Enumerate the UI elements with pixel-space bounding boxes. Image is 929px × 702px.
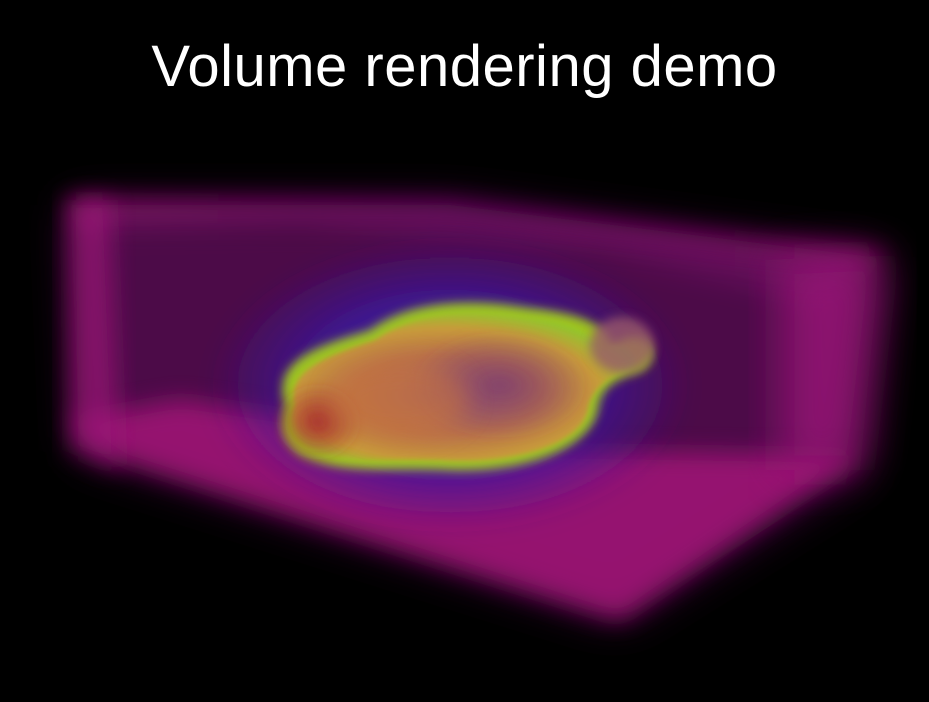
page-title: Volume rendering demo <box>151 34 778 99</box>
